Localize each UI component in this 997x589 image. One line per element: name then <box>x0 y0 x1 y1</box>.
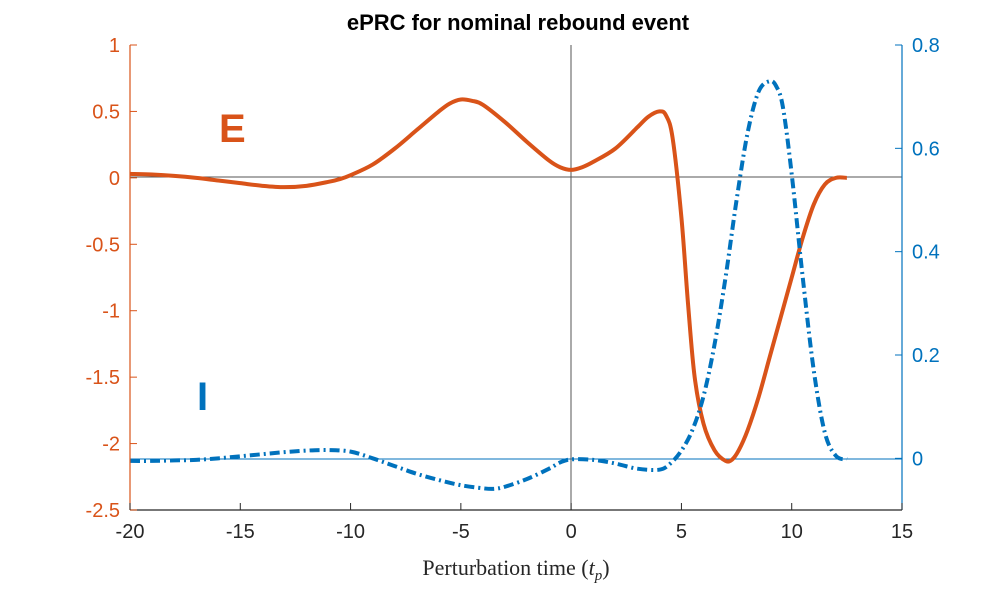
x-axis-label-close: ) <box>602 555 609 580</box>
x-tick-label: -5 <box>452 521 470 543</box>
left-tick-label: -2 <box>102 434 120 456</box>
x-tick-label: -20 <box>116 521 145 543</box>
annotation-E: E <box>219 107 246 151</box>
left-tick-label: -1.5 <box>86 367 120 389</box>
series-layer <box>129 78 848 491</box>
x-tick-label: -10 <box>336 521 365 543</box>
gridlines <box>130 45 902 510</box>
x-axis-label-sub: p <box>594 568 603 584</box>
left-tick-label: 0 <box>109 168 120 190</box>
x-axis-label-var: t <box>589 555 596 580</box>
x-tick-label: -15 <box>226 521 255 543</box>
axes <box>129 45 903 511</box>
left-tick-label: -1 <box>102 301 120 323</box>
right-tick-label: 0.2 <box>912 345 940 367</box>
annotation-I: I <box>197 375 208 419</box>
chart-title: ePRC for nominal rebound event <box>347 10 690 35</box>
right-tick-label: 0.6 <box>912 138 940 160</box>
series-line-I <box>129 78 848 491</box>
left-tick-label: 1 <box>109 35 120 57</box>
left-tick-label: -0.5 <box>86 234 120 256</box>
right-tick-label: 0 <box>912 448 923 470</box>
x-tick-label: 0 <box>566 521 577 543</box>
x-axis-label: Perturbation time (tp) <box>422 555 609 584</box>
right-tick-label: 0.8 <box>912 35 940 57</box>
series-line-E <box>129 97 847 464</box>
x-axis-label-text: Perturbation time ( <box>422 555 588 580</box>
right-tick-label: 0.4 <box>912 242 940 264</box>
x-tick-label: 5 <box>676 521 687 543</box>
x-tick-label: 10 <box>781 521 803 543</box>
left-tick-label: -2.5 <box>86 500 120 522</box>
left-tick-label: 0.5 <box>92 101 120 123</box>
tick-layer: 1 0.5 0 -0.5 -1 -1.5 -2 -2.5 0.8 0.6 0.4 0.2 0 -20 -15… <box>86 35 940 543</box>
x-tick-label: 15 <box>891 521 913 543</box>
